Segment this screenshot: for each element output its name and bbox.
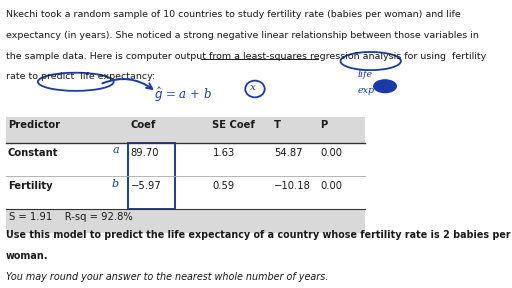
Text: exp: exp: [357, 86, 374, 95]
Text: Constant: Constant: [8, 148, 58, 158]
Text: P: P: [320, 120, 327, 130]
Bar: [6, 143, 365, 176]
Text: You may round your answer to the nearest whole number of years.: You may round your answer to the nearest…: [6, 272, 328, 282]
Text: expectancy (in years). She noticed a strong negative linear relationship between: expectancy (in years). She noticed a str…: [6, 31, 479, 40]
Text: Coef: Coef: [131, 120, 156, 130]
Text: S = 1.91    R-sq = 92.8%: S = 1.91 R-sq = 92.8%: [9, 212, 133, 222]
Text: b: b: [111, 179, 118, 189]
Text: the sample data. Here is computer output from a least-squares regression̅ analys: the sample data. Here is computer output…: [6, 52, 486, 60]
Bar: [128, 143, 175, 209]
Text: −10.18: −10.18: [274, 181, 311, 191]
Text: T: T: [274, 120, 281, 130]
Text: 0.59: 0.59: [212, 181, 234, 191]
Text: Predictor: Predictor: [8, 120, 60, 130]
Text: −5.97: −5.97: [131, 181, 161, 191]
Text: 0.00: 0.00: [320, 148, 342, 158]
Text: life: life: [357, 70, 373, 79]
Text: Use this model to predict the life expectancy of a country whose fertility rate : Use this model to predict the life expec…: [6, 230, 511, 240]
Text: woman.: woman.: [6, 251, 49, 261]
Text: 1.63: 1.63: [212, 148, 234, 158]
Circle shape: [374, 80, 396, 92]
Text: x: x: [250, 83, 256, 92]
Text: 54.87: 54.87: [274, 148, 303, 158]
Text: rate to predict  life expectancy:: rate to predict life expectancy:: [6, 72, 156, 81]
Text: 89.70: 89.70: [131, 148, 159, 158]
Text: Nkechi took a random sample of 10 countries to study fertility rate (babies per : Nkechi took a random sample of 10 countr…: [6, 10, 461, 19]
Text: SE Coef: SE Coef: [212, 120, 255, 130]
Text: $\hat{g}$ = a + b: $\hat{g}$ = a + b: [154, 85, 211, 104]
Text: a: a: [113, 145, 119, 156]
Text: 0.00: 0.00: [320, 181, 342, 191]
Bar: [6, 117, 365, 233]
Bar: [6, 176, 365, 209]
Text: Fertility: Fertility: [8, 181, 52, 191]
